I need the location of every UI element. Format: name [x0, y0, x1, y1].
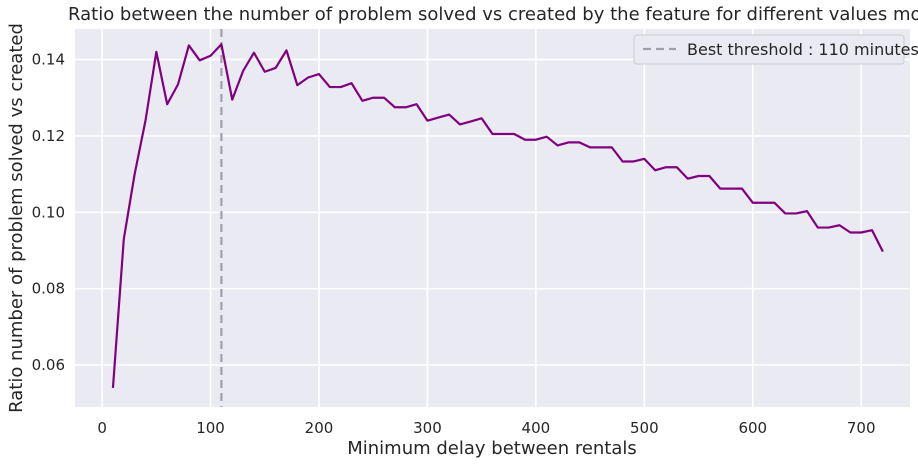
x-tick-label: 200	[305, 419, 334, 437]
y-tick-label: 0.10	[32, 203, 65, 221]
x-axis-label: Minimum delay between rentals	[347, 438, 637, 459]
y-tick-label: 0.06	[32, 356, 65, 374]
x-tick-label: 300	[413, 419, 442, 437]
legend-threshold-label: Best threshold : 110 minutes	[687, 40, 918, 59]
y-tick-label: 0.08	[32, 280, 65, 298]
tick-labels: 0 100 200 300 400 500 600 700 0.06 0.08 0.10 0.12 0.…	[32, 51, 876, 437]
legend: Best threshold : 110 minutes	[633, 34, 918, 65]
chart-title: Ratio between the number of problem solv…	[68, 4, 918, 25]
x-tick-label: 0	[97, 419, 107, 437]
x-tick-label: 500	[630, 419, 659, 437]
y-tick-label: 0.12	[32, 127, 65, 145]
series-line	[111, 43, 884, 388]
x-tick-label: 700	[847, 419, 876, 437]
x-tick-label: 600	[738, 419, 767, 437]
x-tick-label: 400	[522, 419, 551, 437]
x-tick-label: 100	[196, 419, 225, 437]
plot-background	[75, 29, 910, 407]
y-tick-label: 0.14	[32, 51, 65, 69]
legend-box	[633, 34, 905, 65]
y-axis-label: Ratio number of problem solved vs create…	[6, 23, 27, 413]
